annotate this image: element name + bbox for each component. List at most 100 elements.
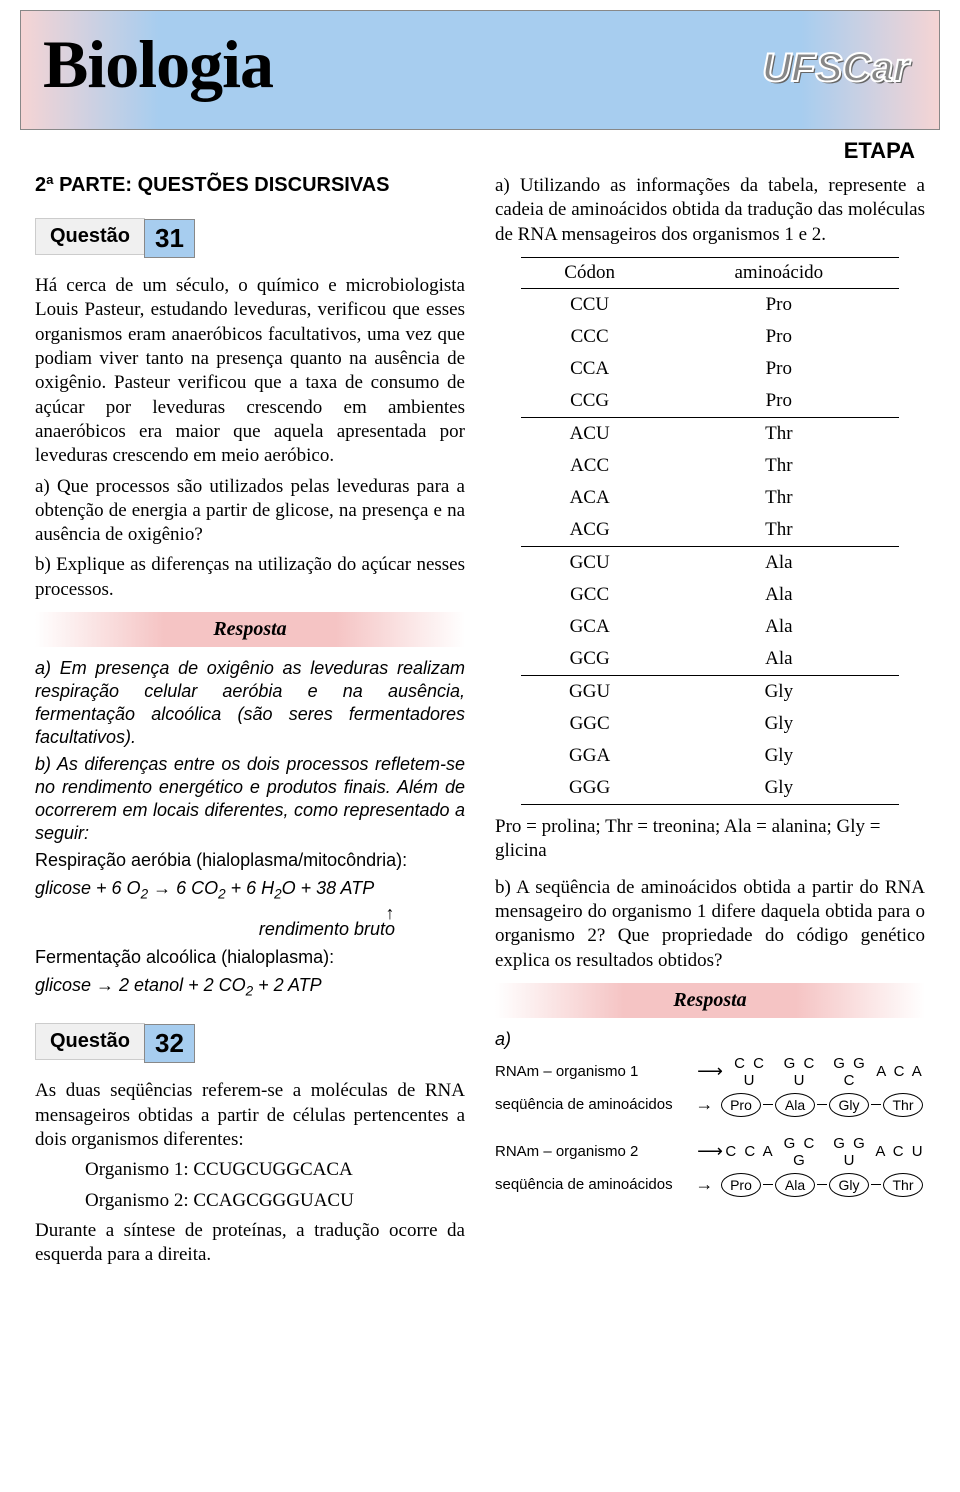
aa-seq-row-1: seqüência de aminoácidos → Pro Ala Gly T… <box>495 1093 925 1117</box>
answer-a-label: a) <box>495 1028 925 1051</box>
codon-cell: GGG <box>521 772 659 805</box>
q32-part-a: a) Utilizando as informações da tabela, … <box>495 174 925 247</box>
rna2-label: RNAm – organismo 2 <box>495 1143 695 1160</box>
table-row: GCGAla <box>521 643 899 676</box>
codon: G C G <box>775 1135 825 1169</box>
codon-cell: GGU <box>521 675 659 708</box>
organism-2: Organismo 2: CCAGCGGGUACU <box>35 1189 465 1213</box>
table-row: GCUAla <box>521 546 899 579</box>
rna1-row: RNAm – organismo 1 ⟶ C C U G C U G G C A… <box>495 1055 925 1089</box>
codon-cell: GCC <box>521 579 659 611</box>
organism-1: Organismo 1: CCUGCUGGCACA <box>35 1158 465 1182</box>
arrow-right-icon: ⟶ <box>695 1061 725 1082</box>
arrow-right-icon: → <box>690 1094 719 1115</box>
table-header-codon: Códon <box>521 257 659 288</box>
resposta-banner: Resposta <box>35 612 465 647</box>
q31-answer-b: b) As diferenças entre os dois processos… <box>35 753 465 845</box>
q32-part-b: b) A seqüência de aminoácidos obtida a p… <box>495 876 925 973</box>
codon-cell: CCC <box>521 321 659 353</box>
question-31-header: Questão 31 <box>35 217 465 256</box>
section-title: 2ª PARTE: QUESTÕES DISCURSIVAS <box>35 174 465 197</box>
table-row: GCAAla <box>521 611 899 643</box>
question-label: Questão <box>35 218 145 255</box>
table-row: GGCGly <box>521 708 899 740</box>
aa-bubble: Ala <box>775 1173 815 1197</box>
aminoacid-cell: Thr <box>658 482 899 514</box>
table-row: ACAThr <box>521 482 899 514</box>
header-banner: Biologia UFSCar <box>20 10 940 130</box>
formula-fermentation: glicose → 2 etanol + 2 CO2 + 2 ATP <box>35 975 465 999</box>
seq-label: seqüência de aminoácidos <box>495 1176 690 1193</box>
aminoacid-cell: Gly <box>658 772 899 805</box>
table-row: ACCThr <box>521 450 899 482</box>
right-column: a) Utilizando as informações da tabela, … <box>495 174 925 1274</box>
codon-cell: CCU <box>521 288 659 321</box>
codon-cell: GGC <box>521 708 659 740</box>
aminoacid-cell: Ala <box>658 546 899 579</box>
left-column: 2ª PARTE: QUESTÕES DISCURSIVAS Questão 3… <box>35 174 465 1274</box>
etapa-label: ETAPA <box>0 138 915 164</box>
aminoacid-cell: Gly <box>658 708 899 740</box>
table-row: CCUPro <box>521 288 899 321</box>
rna1-label: RNAm – organismo 1 <box>495 1063 695 1080</box>
aminoacid-cell: Pro <box>658 288 899 321</box>
table-row: GGGGly <box>521 772 899 805</box>
arrow-right-icon: → <box>690 1174 719 1195</box>
table-header-aa: aminoácido <box>658 257 899 288</box>
table-row: CCCPro <box>521 321 899 353</box>
arrow-up-icon: ↑ <box>35 908 465 919</box>
table-row: GGUGly <box>521 675 899 708</box>
table-row: ACUThr <box>521 417 899 450</box>
aa-bubble: Ala <box>775 1093 815 1117</box>
question-32-header: Questão 32 <box>35 1022 465 1061</box>
q31-part-a: a) Que processos são utilizados pelas le… <box>35 475 465 548</box>
table-row: CCAPro <box>521 353 899 385</box>
codon-cell: CCG <box>521 385 659 418</box>
seq-label: seqüência de aminoácidos <box>495 1096 690 1113</box>
aminoacid-cell: Pro <box>658 385 899 418</box>
q32-text2: Durante a síntese de proteínas, a traduç… <box>35 1219 465 1268</box>
question-label: Questão <box>35 1023 145 1060</box>
codon-cell: ACC <box>521 450 659 482</box>
q31-answer-a: a) Em presença de oxigênio as leveduras … <box>35 657 465 749</box>
fermentation-line: Fermentação alcoólica (hialoplasma): <box>35 946 465 969</box>
aa-bubble: Pro <box>721 1093 761 1117</box>
codon-cell: CCA <box>521 353 659 385</box>
codon-table: Códon aminoácido CCUProCCCProCCAProCCGPr… <box>521 257 899 805</box>
table-row: GGAGly <box>521 740 899 772</box>
table-row: CCGPro <box>521 385 899 418</box>
aminoacid-cell: Ala <box>658 611 899 643</box>
aminoacid-cell: Thr <box>658 450 899 482</box>
codon: A C A <box>875 1063 925 1080</box>
rendimento-label: rendimento bruto <box>35 919 465 940</box>
aminoacid-cell: Gly <box>658 675 899 708</box>
table-row: ACGThr <box>521 514 899 547</box>
q31-part-b: b) Explique as diferenças na utilização … <box>35 553 465 602</box>
rna2-row: RNAm – organismo 2 ⟶ C C A G C G G G U A… <box>495 1135 925 1169</box>
resposta-banner: Resposta <box>495 983 925 1018</box>
codon: G G C <box>825 1055 875 1089</box>
codon-cell: GCU <box>521 546 659 579</box>
codon-cell: ACU <box>521 417 659 450</box>
aa-bubble: Pro <box>721 1173 761 1197</box>
respiration-line: Respiração aeróbia (hialoplasma/mitocônd… <box>35 849 465 872</box>
aa-bubble: Thr <box>883 1173 923 1197</box>
aminoacid-cell: Ala <box>658 579 899 611</box>
aminoacid-cell: Gly <box>658 740 899 772</box>
formula-aerobic: glicose + 6 O2 → 6 CO2 + 6 H2O + 38 ATP <box>35 878 465 902</box>
table-row: GCCAla <box>521 579 899 611</box>
aa-bubble: Thr <box>883 1093 923 1117</box>
university-logo: UFSCar <box>762 46 909 91</box>
table-legend: Pro = prolina; Thr = treonina; Ala = ala… <box>495 815 925 864</box>
codon: C C U <box>725 1055 775 1089</box>
arrow-right-icon: ⟶ <box>695 1141 725 1162</box>
aminoacid-cell: Pro <box>658 353 899 385</box>
q31-text: Há cerca de um século, o químico e micro… <box>35 274 465 469</box>
codon-cell: ACG <box>521 514 659 547</box>
aa-bubble: Gly <box>829 1093 869 1117</box>
codon: G C U <box>775 1055 825 1089</box>
codon-cell: ACA <box>521 482 659 514</box>
aminoacid-cell: Ala <box>658 643 899 676</box>
aa-seq-row-2: seqüência de aminoácidos → Pro Ala Gly T… <box>495 1173 925 1197</box>
codon: G G U <box>825 1135 875 1169</box>
